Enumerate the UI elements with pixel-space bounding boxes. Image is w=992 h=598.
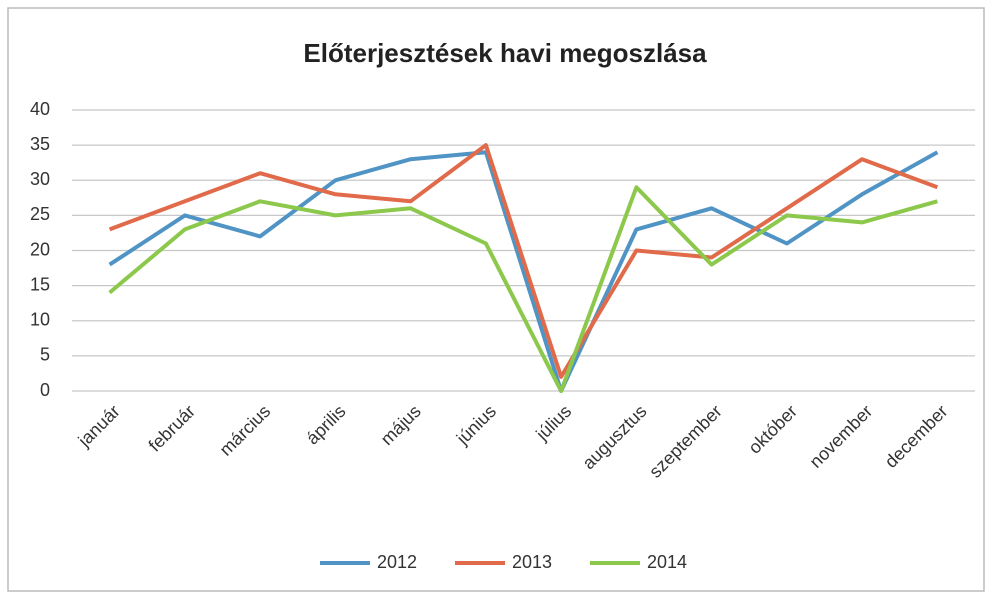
series-line (108, 150, 939, 393)
y-tick-label: 5 (40, 345, 50, 365)
legend-label: 2014 (647, 552, 687, 572)
y-tick-label: 40 (30, 99, 50, 119)
y-tick-label: 30 (30, 169, 50, 189)
y-tick-label: 20 (30, 239, 50, 259)
y-tick-label: 25 (30, 204, 50, 224)
legend-label: 2013 (512, 552, 552, 572)
y-tick-label: 35 (30, 134, 50, 154)
y-tick-label: 15 (30, 274, 50, 294)
chart-title: Előterjesztések havi megoszlása (303, 38, 707, 68)
legend-label: 2012 (377, 552, 417, 572)
series-line (108, 185, 938, 393)
y-tick-label: 0 (40, 380, 50, 400)
y-tick-label: 10 (30, 310, 50, 330)
chart-frame (7, 7, 985, 592)
series-line (108, 143, 939, 379)
